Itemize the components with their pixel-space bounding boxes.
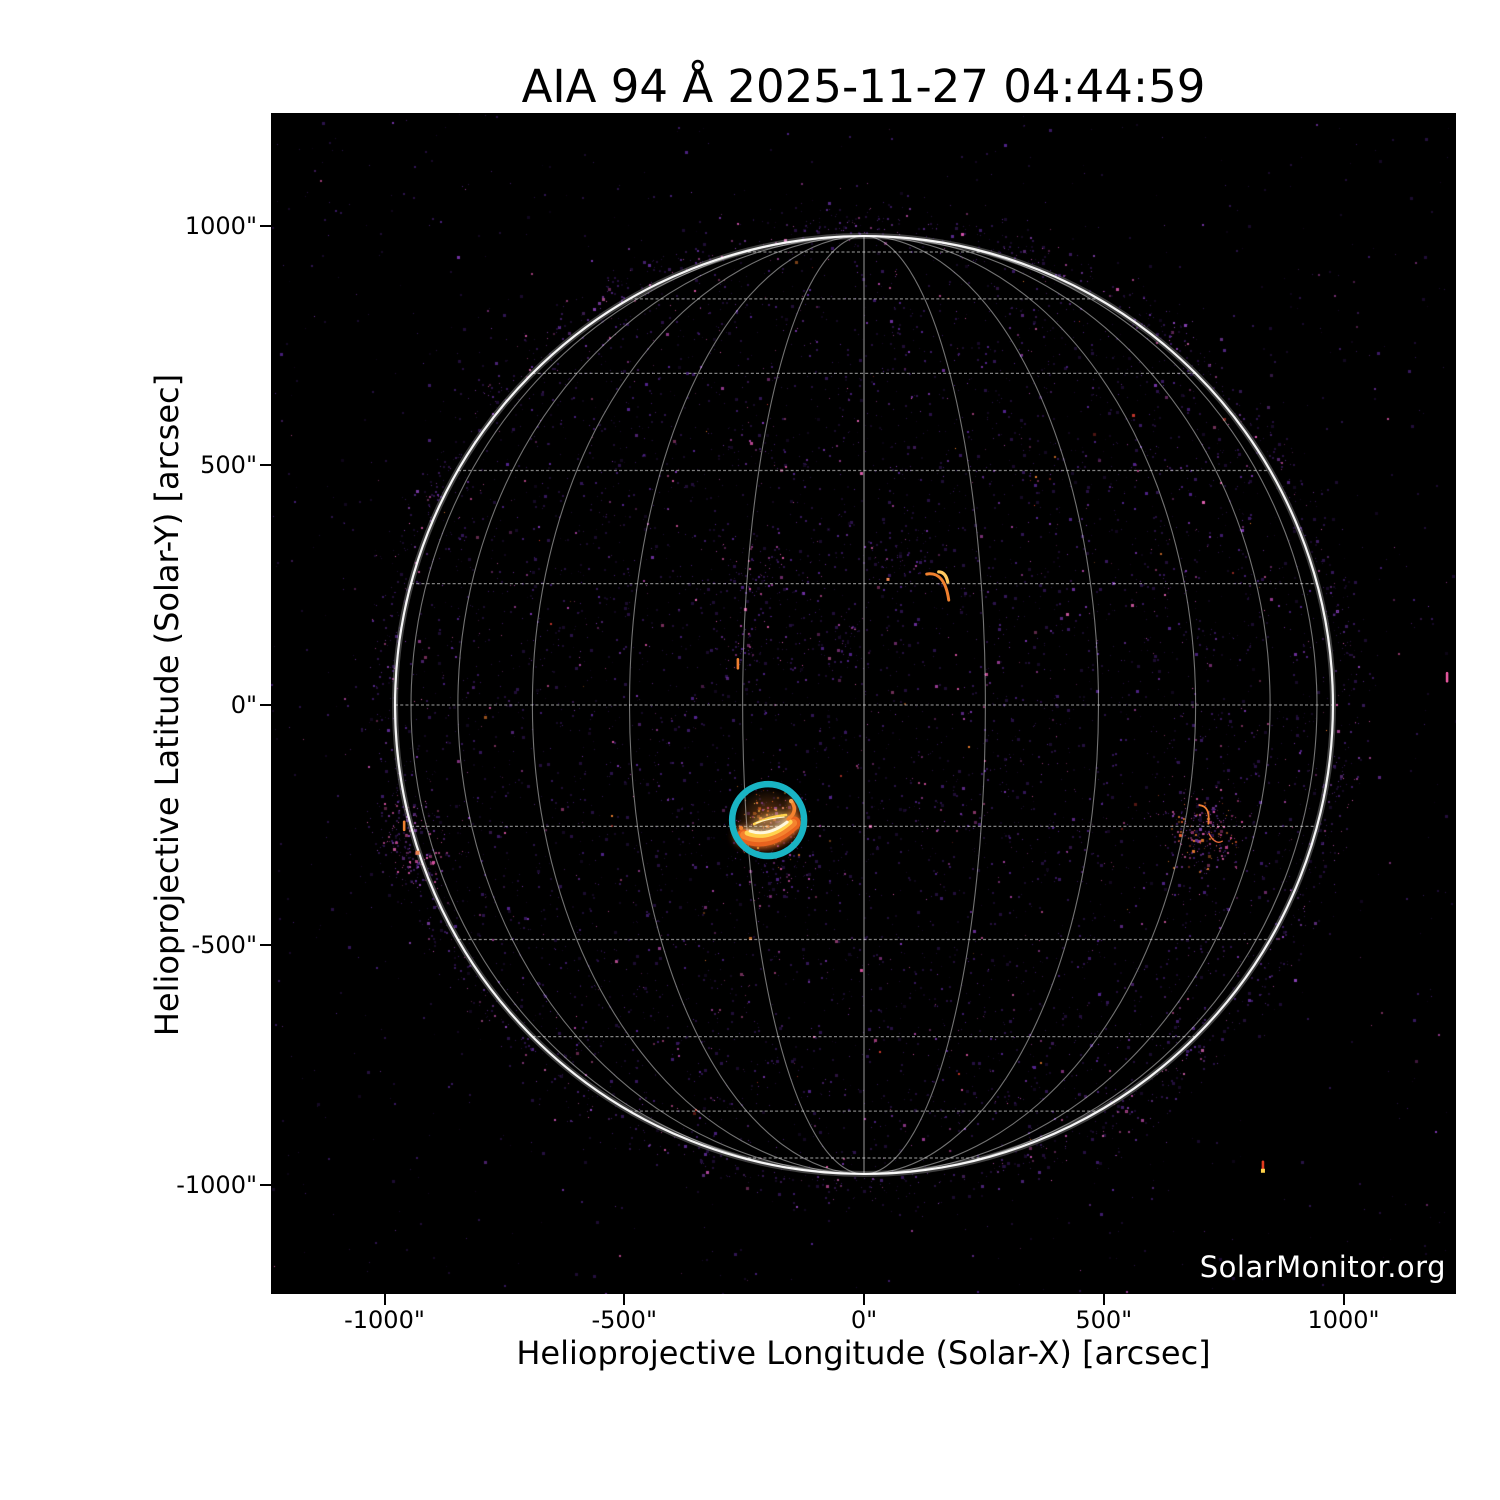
x-tick-label: 1000" <box>1307 1306 1380 1334</box>
x-tick <box>1102 1294 1105 1305</box>
x-axis-label: Helioprojective Longitude (Solar-X) [arc… <box>516 1334 1211 1372</box>
y-tick-label: -500" <box>191 930 257 959</box>
y-tick-label: 1000" <box>184 211 257 240</box>
bright-point <box>1260 1168 1265 1173</box>
active-region-marker-circle <box>728 780 808 860</box>
active-region-core <box>736 798 801 847</box>
bright-arc <box>1208 832 1223 843</box>
y-tick-label: 500" <box>200 451 257 480</box>
x-tick-label: -1000" <box>344 1306 425 1334</box>
bright-point <box>886 577 890 581</box>
solar-grid-overlay <box>392 233 1449 1177</box>
x-tick <box>623 1294 626 1305</box>
x-tick-label: 0" <box>850 1306 878 1334</box>
bright-arc <box>1198 804 1210 825</box>
x-tick-label: -500" <box>591 1306 657 1334</box>
y-tick <box>260 1183 271 1186</box>
y-tick <box>260 704 271 706</box>
y-tick <box>260 224 271 227</box>
bright-point <box>415 850 420 855</box>
figure-title: AIA 94 Å 2025-11-27 04:44:59 <box>521 60 1206 113</box>
y-tick-label: -1000" <box>176 1170 257 1199</box>
x-tick <box>1342 1294 1345 1305</box>
bright-arc <box>925 570 951 602</box>
x-tick <box>383 1294 386 1305</box>
x-tick <box>863 1294 865 1305</box>
plot-area: SolarMonitor.org <box>271 113 1456 1294</box>
solar-limb <box>393 234 1335 1176</box>
x-tick-label: 500" <box>1075 1306 1133 1334</box>
y-tick <box>260 464 271 467</box>
y-axis-label: Helioprojective Latitude (Solar-Y) [arcs… <box>148 373 186 1037</box>
y-tick-label: 0" <box>230 691 257 719</box>
y-tick <box>260 943 271 946</box>
watermark: SolarMonitor.org <box>1199 1250 1446 1284</box>
